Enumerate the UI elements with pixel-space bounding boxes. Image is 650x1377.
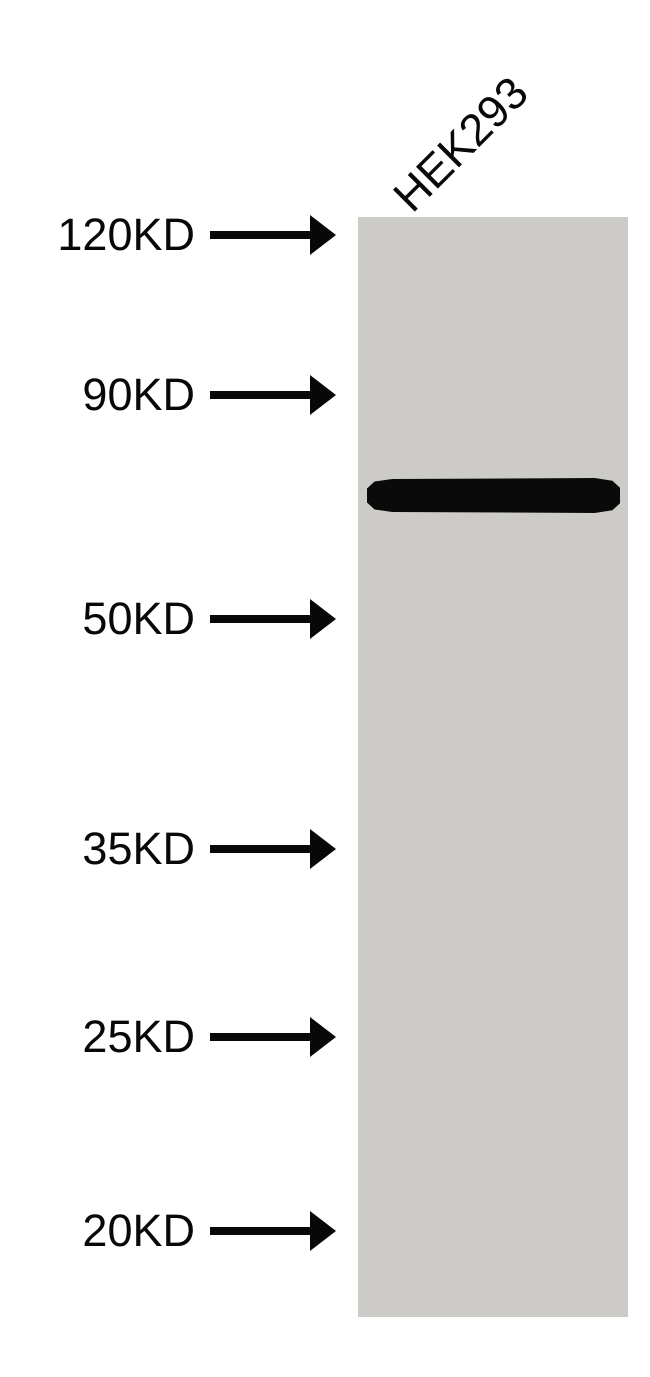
arrow-line [210,231,310,239]
arrow-icon [210,599,336,639]
marker-label: 50KD [15,593,195,645]
arrow-head [310,375,336,415]
marker-label: 90KD [15,369,195,421]
marker-label: 20KD [15,1205,195,1257]
arrow-line [210,1227,310,1235]
blot-lane [358,217,628,1317]
marker-row-4: 25KD [15,1011,336,1063]
arrow-head [310,599,336,639]
arrow-head [310,1017,336,1057]
lane-label: HEK293 [383,67,538,222]
arrow-line [210,1033,310,1041]
marker-row-1: 90KD [15,369,336,421]
marker-label: 120KD [15,209,195,261]
marker-label: 25KD [15,1011,195,1063]
arrow-head [310,829,336,869]
marker-row-0: 120KD [15,209,336,261]
western-blot-figure: HEK293 120KD 90KD 50KD 35KD 25KD [0,0,650,1377]
marker-row-5: 20KD [15,1205,336,1257]
arrow-head [310,1211,336,1251]
marker-label: 35KD [15,823,195,875]
arrow-icon [210,1211,336,1251]
arrow-icon [210,375,336,415]
protein-band [367,478,620,513]
arrow-line [210,391,310,399]
arrow-line [210,845,310,853]
marker-row-2: 50KD [15,593,336,645]
marker-row-3: 35KD [15,823,336,875]
arrow-icon [210,215,336,255]
arrow-icon [210,1017,336,1057]
arrow-head [310,215,336,255]
arrow-line [210,615,310,623]
arrow-icon [210,829,336,869]
